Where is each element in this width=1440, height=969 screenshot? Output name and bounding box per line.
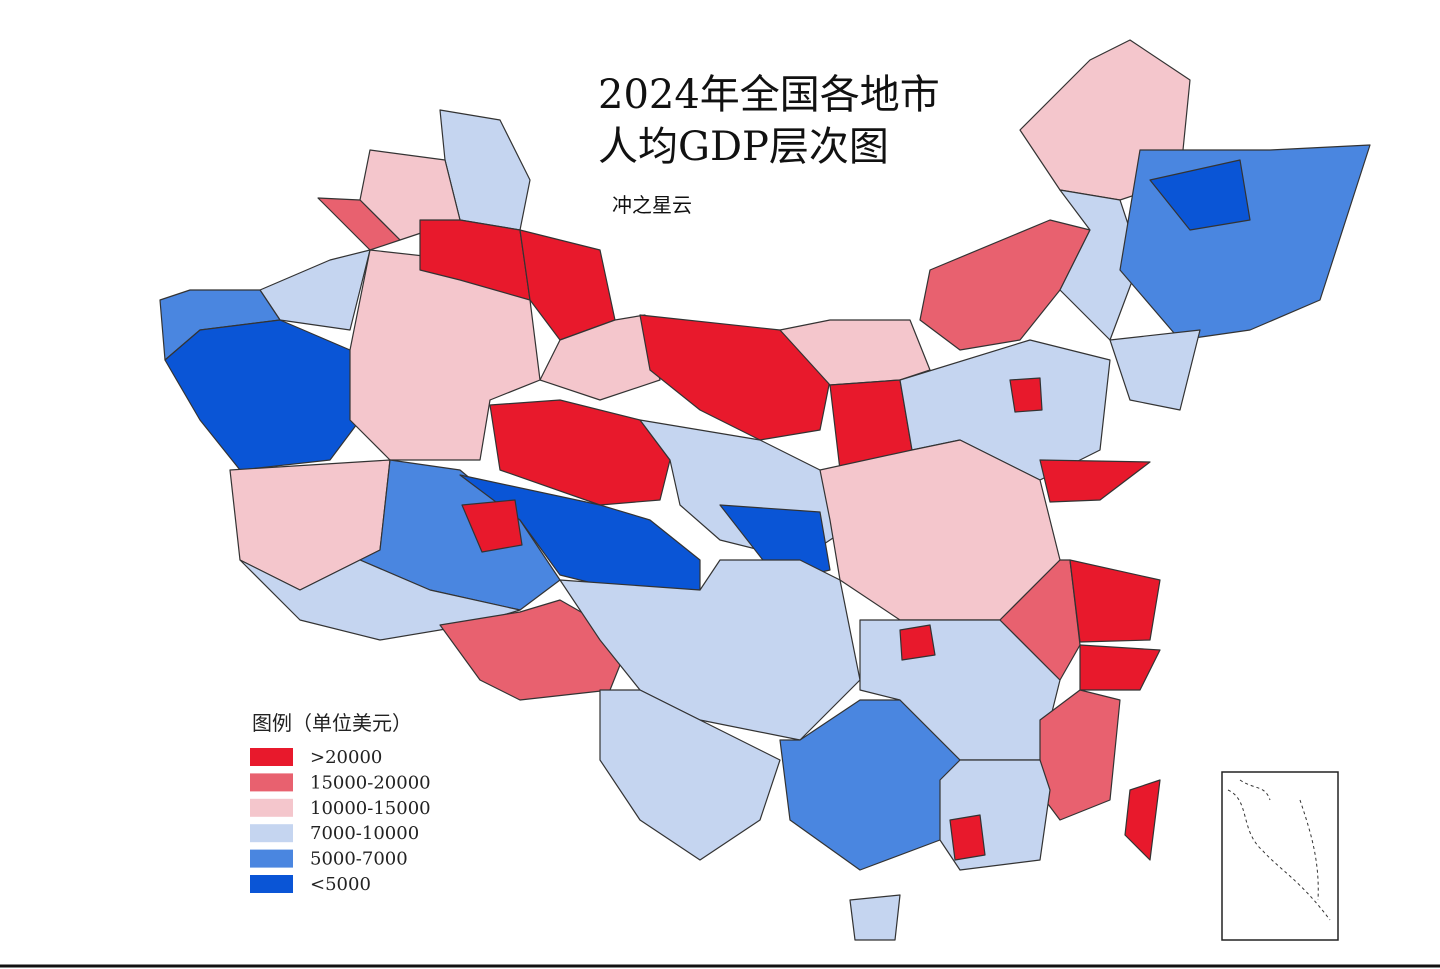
region [1109, 329, 1201, 411]
legend-swatch [250, 798, 293, 817]
region [1124, 779, 1161, 861]
legend-label: 15000-20000 [310, 772, 431, 793]
legend-label: 7000-10000 [310, 823, 419, 844]
region [317, 197, 401, 251]
region [919, 219, 1091, 351]
region [1079, 644, 1161, 691]
legend-label: <5000 [310, 874, 371, 895]
region [349, 249, 541, 461]
region [489, 399, 671, 506]
legend-label: 5000-7000 [310, 849, 408, 870]
region [1069, 559, 1161, 643]
author: 冲之星云 [612, 193, 692, 217]
legend-label: 10000-15000 [310, 798, 431, 819]
region [239, 559, 521, 641]
region [539, 314, 661, 401]
region [519, 229, 616, 341]
title-line: 2024年全国各地市 [598, 72, 940, 118]
legend-title: 图例（单位美元） [252, 711, 412, 735]
region [1009, 377, 1043, 413]
legend-swatch [250, 875, 293, 893]
legend-swatch [250, 773, 293, 792]
region [1149, 159, 1251, 231]
title-line: 人均GDP层次图 [598, 124, 889, 170]
legend-swatch [250, 849, 293, 868]
region [164, 319, 361, 471]
inset-outline [1227, 779, 1331, 921]
region [1119, 144, 1371, 341]
region [949, 814, 986, 861]
region [899, 624, 936, 661]
region [1039, 459, 1151, 503]
legend: >20000 15000-20000 10000-15000 7000-10000 50… [250, 747, 431, 895]
region [999, 559, 1081, 681]
legend-label: >20000 [310, 747, 382, 768]
regions [159, 39, 1371, 941]
region [849, 894, 901, 941]
region [461, 499, 523, 553]
legend-swatch [250, 748, 293, 766]
inset-map [1221, 771, 1339, 941]
inset-frame [1221, 771, 1339, 941]
legend-swatch [250, 824, 293, 843]
region [599, 689, 781, 861]
